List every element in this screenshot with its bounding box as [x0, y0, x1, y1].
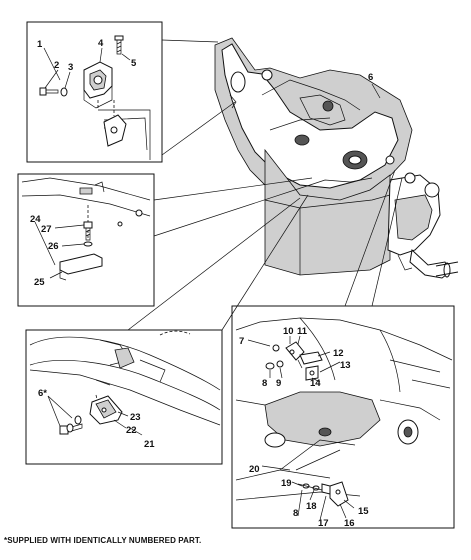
callout-10: 10: [283, 326, 294, 337]
callout-9: 9: [276, 378, 281, 389]
callout-5: 5: [131, 58, 137, 69]
callout-7: 7: [239, 336, 244, 347]
callout-6: 6: [368, 72, 373, 83]
callout-2: 2: [54, 60, 59, 71]
callout-24: 24: [30, 214, 41, 225]
callout-1: 1: [37, 39, 43, 50]
callout-21: 21: [144, 439, 155, 450]
callout-12: 12: [333, 348, 344, 359]
callout-8-upper: 8: [262, 378, 267, 389]
callout-17: 17: [318, 518, 329, 529]
callout-15: 15: [358, 506, 369, 517]
callout-26: 26: [48, 241, 59, 252]
callout-16: 16: [344, 518, 355, 529]
callout-13: 13: [340, 360, 351, 371]
callout-20: 20: [249, 464, 260, 475]
callout-23: 23: [130, 412, 141, 423]
callout-18: 18: [306, 501, 317, 512]
main-assembly: [214, 37, 459, 279]
callout-4: 4: [98, 38, 104, 49]
inset-lower-left: [25, 194, 309, 465]
callout-3: 3: [68, 62, 73, 73]
callout-labels: 1 2 3 4 5 6 24 27 26 25 6* 23 22 21 7 10…: [30, 38, 373, 529]
callout-25: 25: [34, 277, 45, 288]
callout-22: 22: [126, 425, 137, 436]
callout-14: 14: [310, 378, 321, 389]
inset-lower-right: [231, 169, 455, 529]
callout-19: 19: [281, 478, 292, 489]
callout-11: 11: [297, 326, 308, 337]
callout-6-star: 6*: [38, 388, 47, 399]
inset-middle-left: [17, 173, 313, 307]
callout-27: 27: [41, 224, 52, 235]
inset-top-left: [26, 21, 236, 163]
footnote: *SUPPLIED WITH IDENTICALLY NUMBERED PART…: [4, 536, 202, 545]
callout-8-lower: 8: [293, 508, 298, 519]
